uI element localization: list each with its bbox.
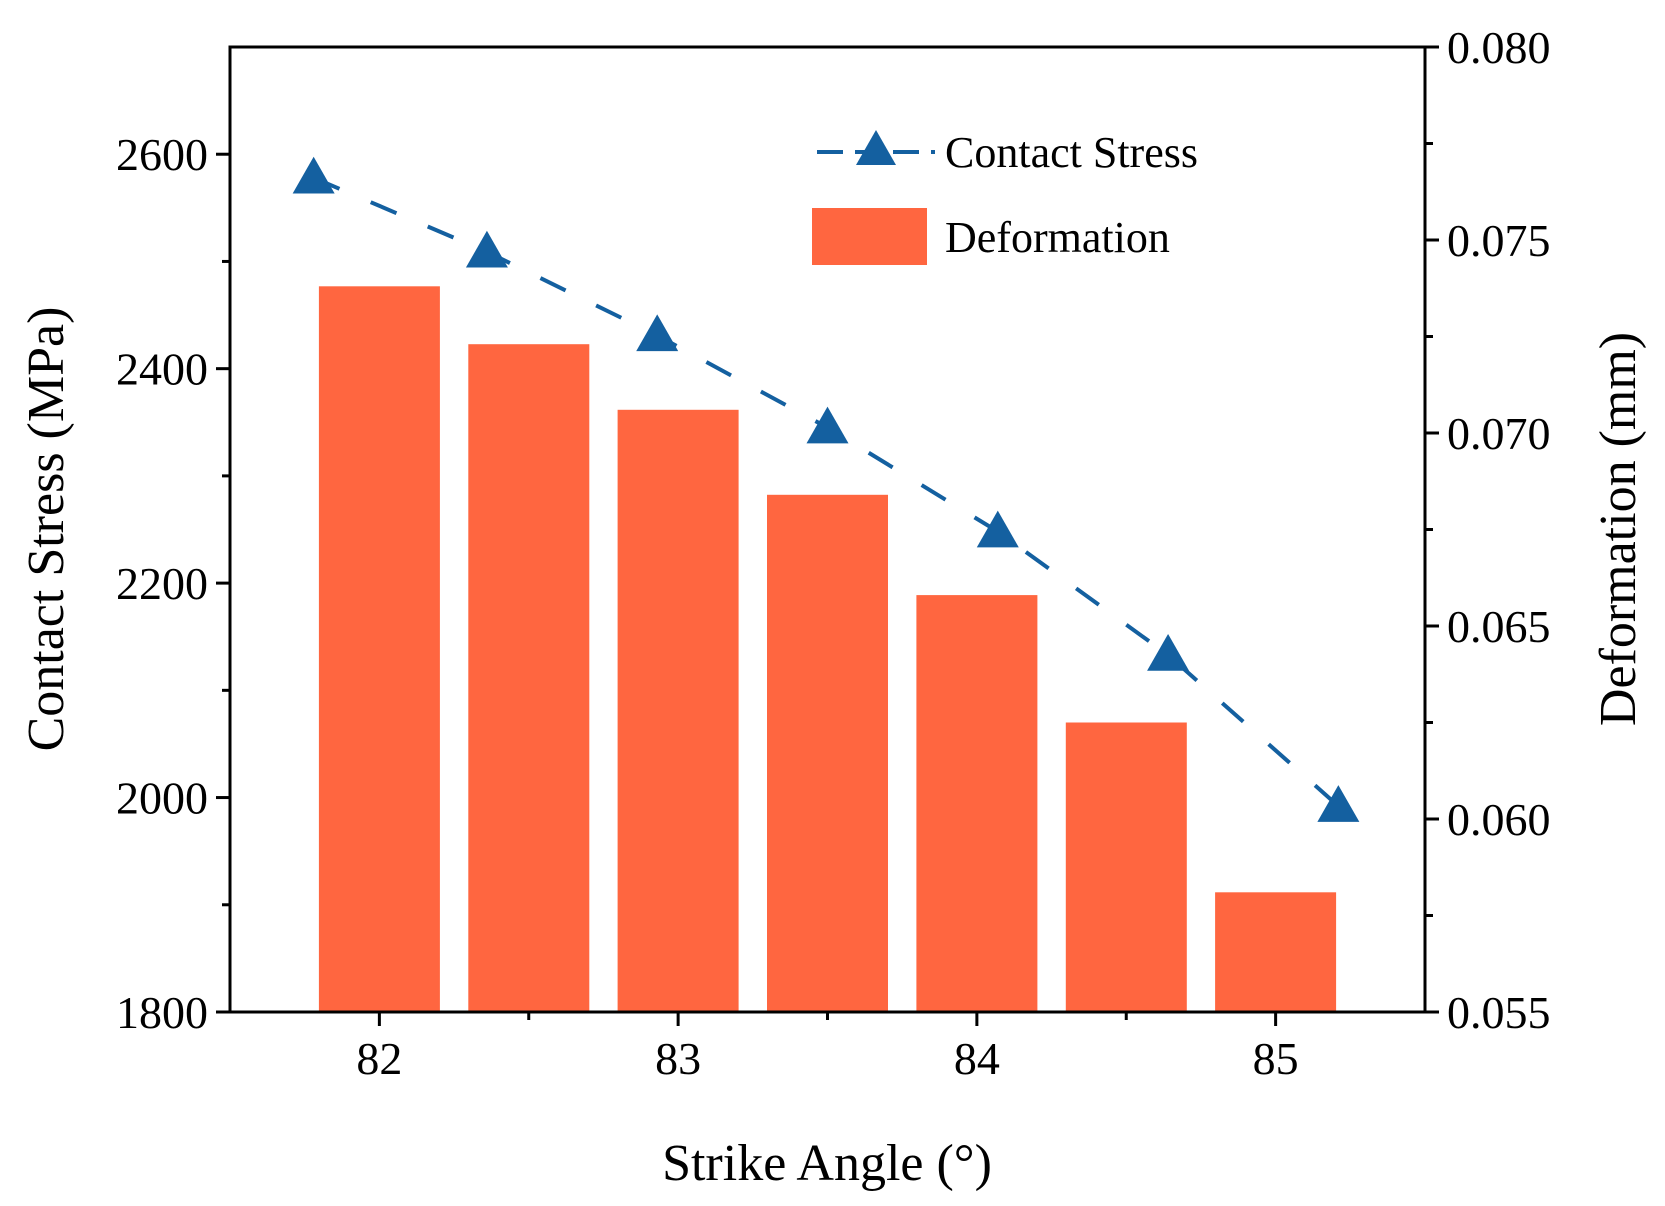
legend-bar-swatch [812, 208, 927, 265]
bar-deformation-4 [916, 595, 1038, 1012]
x-tick-label-1: 83 [655, 1033, 701, 1084]
left-axis: 1800 2000 2200 2400 2600 [116, 129, 230, 1038]
right-axis-title: Deformation (mm) [1590, 332, 1647, 726]
right-tick-label-1: 0.060 [1447, 794, 1551, 845]
bar-deformation-5 [1065, 722, 1187, 1012]
x-tick-label-0: 82 [356, 1033, 402, 1084]
line-series-contact-stress [292, 156, 1360, 822]
bar-deformation-6 [1215, 892, 1337, 1012]
legend-label-contact-stress: Contact Stress [945, 128, 1198, 177]
contact-stress-marker-6 [1317, 785, 1360, 822]
bar-deformation-0 [318, 286, 440, 1012]
contact-stress-marker-1 [465, 230, 508, 268]
legend-triangle-marker [856, 130, 896, 165]
bar-deformation-2 [617, 409, 739, 1012]
bar-series-deformation [318, 286, 1337, 1012]
right-tick-label-5: 0.080 [1447, 22, 1551, 73]
left-tick-label-1: 2000 [116, 773, 208, 824]
right-tick-label-3: 0.070 [1447, 408, 1551, 459]
x-tick-label-3: 85 [1253, 1033, 1299, 1084]
legend: Contact Stress Deformation [812, 128, 1198, 265]
left-tick-label-2: 2200 [116, 558, 208, 609]
left-tick-label-0: 1800 [116, 987, 208, 1038]
contact-stress-marker-5 [1147, 633, 1190, 671]
contact-stress-marker-2 [636, 314, 679, 352]
contact-stress-marker-3 [806, 406, 849, 444]
left-tick-label-4: 2600 [116, 129, 208, 180]
contact-stress-marker-0 [292, 156, 335, 194]
left-tick-label-3: 2400 [116, 344, 208, 395]
right-tick-label-0: 0.055 [1447, 987, 1551, 1038]
bar-deformation-1 [468, 344, 590, 1012]
x-tick-label-2: 84 [954, 1033, 1000, 1084]
legend-label-deformation: Deformation [945, 213, 1170, 262]
left-axis-title: Contact Stress (MPa) [18, 307, 75, 752]
right-tick-label-4: 0.075 [1447, 215, 1551, 266]
contact-stress-marker-4 [976, 510, 1019, 548]
x-axis-title: Strike Angle (°) [662, 1135, 992, 1192]
x-axis: 82 83 84 85 [356, 1012, 1299, 1084]
bar-deformation-3 [767, 494, 888, 1012]
right-axis: 0.055 0.060 0.065 0.070 0.075 0.080 [1425, 22, 1551, 1038]
right-tick-label-2: 0.065 [1447, 601, 1551, 652]
